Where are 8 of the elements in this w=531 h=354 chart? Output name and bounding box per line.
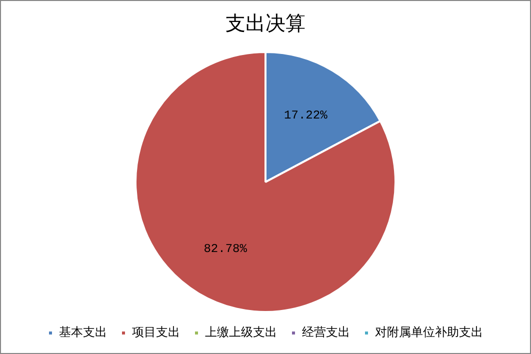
legend-label: 对附属单位补助支出 — [375, 325, 483, 340]
legend-label: 经营支出 — [302, 325, 350, 340]
chart-title: 支出决算 — [226, 11, 306, 36]
data-label: 17.22% — [284, 108, 328, 122]
legend-label: 项目支出 — [132, 325, 180, 340]
legend-label: 上缴上级支出 — [205, 325, 277, 340]
legend-label: 基本支出 — [59, 325, 107, 340]
data-label: 82.78% — [204, 242, 248, 256]
